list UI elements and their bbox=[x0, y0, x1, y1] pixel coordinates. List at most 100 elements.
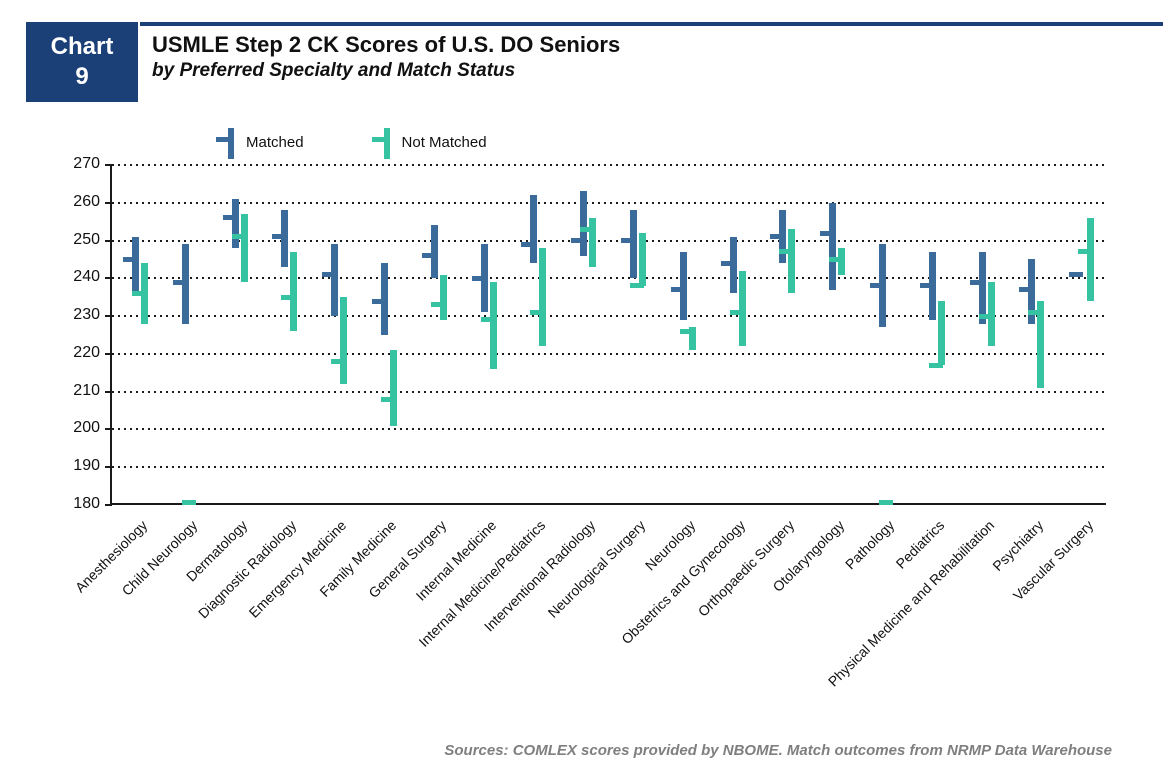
y-axis-tick-210 bbox=[105, 390, 112, 393]
mean-tick-matched bbox=[720, 260, 735, 266]
range-bar-not-matched bbox=[738, 270, 746, 347]
mean-tick-matched bbox=[620, 238, 635, 244]
source-note: Sources: COMLEX scores provided by NBOME… bbox=[444, 742, 1112, 759]
mean-tick-matched bbox=[919, 283, 934, 289]
mean-tick-not-matched bbox=[629, 283, 644, 289]
gridline-190 bbox=[112, 466, 1106, 469]
legend-item-matched: Matched bbox=[216, 128, 304, 160]
legend: Matched Not Matched bbox=[216, 128, 487, 160]
mean-tick-matched bbox=[571, 238, 586, 244]
y-axis-tick-200 bbox=[105, 428, 112, 431]
range-bar-matched bbox=[679, 251, 687, 320]
mean-tick-icon bbox=[371, 137, 386, 142]
mean-tick-not-matched bbox=[430, 302, 445, 308]
mean-tick-not-matched bbox=[231, 234, 246, 240]
mean-tick-matched bbox=[322, 272, 337, 278]
mean-tick-matched bbox=[670, 287, 685, 293]
range-bar-not-matched bbox=[340, 297, 348, 385]
mean-tick-matched bbox=[1019, 287, 1034, 293]
mean-tick-not-matched bbox=[829, 256, 844, 262]
mean-tick-matched bbox=[869, 283, 884, 289]
mean-tick-matched bbox=[371, 298, 386, 304]
range-bar-not-matched bbox=[489, 282, 497, 369]
chart-badge-number: 9 bbox=[75, 63, 89, 90]
y-axis-label-230: 230 bbox=[73, 306, 100, 324]
gridline-260 bbox=[112, 201, 1106, 204]
mean-tick-not-matched bbox=[380, 396, 395, 402]
gridline-250 bbox=[112, 239, 1106, 242]
gridline-230 bbox=[112, 315, 1106, 318]
mean-tick-matched bbox=[969, 279, 984, 285]
gridline-240 bbox=[112, 277, 1106, 280]
chart-subtitle: by Preferred Specialty and Match Status bbox=[152, 60, 516, 81]
mean-tick-not-matched bbox=[729, 309, 744, 315]
gridline-210 bbox=[112, 390, 1106, 393]
mean-tick-not-matched bbox=[679, 328, 694, 334]
range-bar-matched bbox=[430, 225, 438, 279]
range-bar-not-matched bbox=[389, 350, 397, 426]
y-axis-label-260: 260 bbox=[73, 192, 100, 210]
mean-tick-not-matched bbox=[978, 313, 993, 319]
x-axis-label: Anesthesiology bbox=[71, 517, 151, 596]
range-bar-matched bbox=[978, 251, 986, 324]
range-bar-not-matched bbox=[638, 233, 646, 286]
mean-tick-not-matched bbox=[878, 499, 893, 505]
mean-tick-not-matched bbox=[1028, 309, 1043, 315]
chart-title: USMLE Step 2 CK Scores of U.S. DO Senior… bbox=[152, 32, 621, 57]
y-axis-label-220: 220 bbox=[73, 343, 100, 361]
mean-tick-not-matched bbox=[1078, 249, 1093, 255]
y-axis-label-200: 200 bbox=[73, 419, 100, 437]
legend-item-not-matched: Not Matched bbox=[371, 128, 487, 160]
gridline-270 bbox=[112, 164, 1106, 166]
range-bar-matched bbox=[231, 199, 239, 249]
mean-tick-not-matched bbox=[181, 499, 196, 505]
range-bar-matched bbox=[530, 195, 538, 264]
range-bar-matched bbox=[629, 210, 637, 279]
mean-tick-matched bbox=[122, 256, 137, 262]
legend-label-not-matched: Not Matched bbox=[401, 134, 487, 151]
y-axis-tick-270 bbox=[105, 164, 112, 166]
y-axis-label-210: 210 bbox=[73, 381, 100, 399]
mean-tick-matched bbox=[471, 275, 486, 281]
range-bar-icon bbox=[228, 128, 234, 159]
y-axis-tick-190 bbox=[105, 466, 112, 469]
range-bar-not-matched bbox=[1037, 301, 1045, 388]
range-bar-matched bbox=[131, 236, 139, 294]
range-bar-matched bbox=[580, 191, 588, 256]
matched-range-marker-icon bbox=[216, 128, 236, 160]
mean-tick-not-matched bbox=[281, 294, 296, 300]
range-bar-not-matched bbox=[539, 248, 547, 347]
mean-tick-matched bbox=[172, 279, 187, 285]
mean-tick-not-matched bbox=[530, 309, 545, 315]
header-rule bbox=[140, 22, 1163, 26]
chart-number-badge: Chart 9 bbox=[26, 22, 138, 102]
gridline-220 bbox=[112, 352, 1106, 355]
range-bar-matched bbox=[829, 202, 837, 290]
range-bar-not-matched bbox=[688, 327, 696, 351]
mean-tick-matched bbox=[521, 241, 536, 247]
mean-tick-matched bbox=[421, 253, 436, 259]
y-axis-label-180: 180 bbox=[73, 495, 100, 512]
mean-tick-matched bbox=[770, 234, 785, 240]
legend-label-matched: Matched bbox=[246, 134, 304, 151]
mean-tick-not-matched bbox=[331, 358, 346, 364]
y-axis-tick-180 bbox=[105, 504, 112, 506]
mean-tick-icon bbox=[216, 137, 230, 142]
mean-tick-not-matched bbox=[480, 317, 495, 323]
range-bar-not-matched bbox=[788, 229, 796, 294]
y-axis-label-270: 270 bbox=[73, 155, 100, 172]
range-bar-not-matched bbox=[439, 274, 447, 320]
y-axis-tick-230 bbox=[105, 315, 112, 318]
mean-tick-not-matched bbox=[131, 290, 146, 296]
chart-badge-word: Chart bbox=[50, 33, 114, 60]
y-axis-tick-220 bbox=[105, 352, 112, 355]
mean-tick-matched bbox=[1069, 272, 1084, 278]
mean-tick-matched bbox=[820, 230, 835, 236]
range-bar-not-matched bbox=[589, 217, 597, 267]
y-axis-label-190: 190 bbox=[73, 457, 100, 475]
mean-tick-not-matched bbox=[580, 226, 595, 232]
not-matched-range-marker-icon bbox=[371, 128, 392, 160]
plot-area: 270 260 250 240 230 220 210 200 190 180 Anesthesio… bbox=[72, 155, 1106, 690]
mean-tick-matched bbox=[222, 215, 237, 221]
